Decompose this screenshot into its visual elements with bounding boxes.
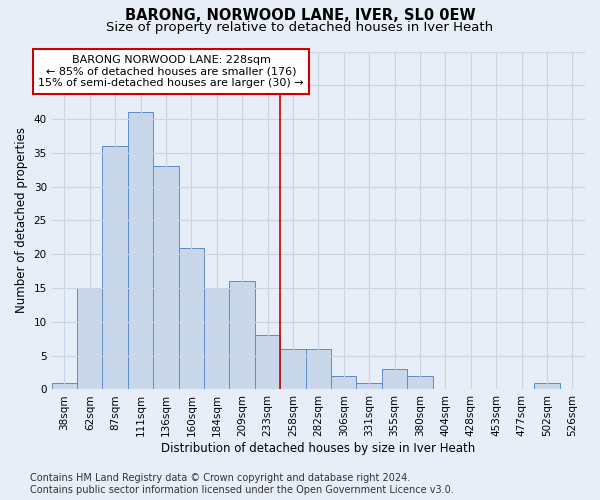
Bar [331, 376, 356, 390]
Bar [128, 112, 153, 390]
Bar [153, 166, 179, 390]
Bar [382, 369, 407, 390]
Text: BARONG NORWOOD LANE: 228sqm
← 85% of detached houses are smaller (176)
15% of se: BARONG NORWOOD LANE: 228sqm ← 85% of det… [38, 55, 304, 88]
Bar [407, 376, 433, 390]
Bar [77, 288, 103, 390]
Bar [103, 146, 128, 390]
Text: Size of property relative to detached houses in Iver Heath: Size of property relative to detached ho… [106, 21, 494, 34]
Bar [179, 248, 204, 390]
Text: Contains HM Land Registry data © Crown copyright and database right 2024.
Contai: Contains HM Land Registry data © Crown c… [30, 474, 454, 495]
Text: BARONG, NORWOOD LANE, IVER, SL0 0EW: BARONG, NORWOOD LANE, IVER, SL0 0EW [125, 8, 475, 22]
Bar [280, 349, 305, 390]
Bar [204, 288, 229, 390]
X-axis label: Distribution of detached houses by size in Iver Heath: Distribution of detached houses by size … [161, 442, 475, 455]
Bar [534, 382, 560, 390]
Bar [229, 282, 255, 390]
Bar [255, 336, 280, 390]
Bar [356, 382, 382, 390]
Bar [305, 349, 331, 390]
Bar [52, 382, 77, 390]
Y-axis label: Number of detached properties: Number of detached properties [15, 128, 28, 314]
